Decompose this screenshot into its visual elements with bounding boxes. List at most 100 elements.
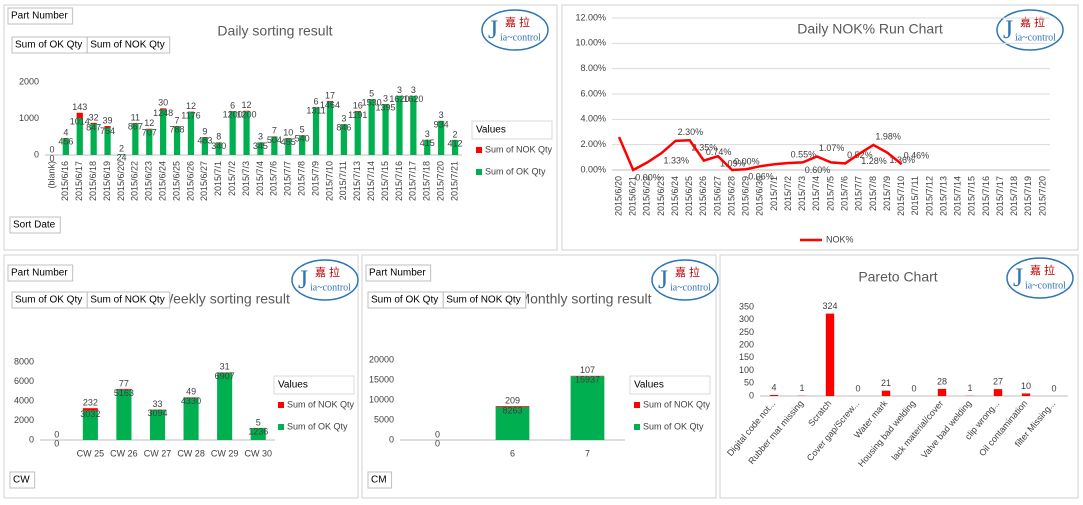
y-tick-label: 6000: [14, 376, 34, 386]
bar-segment: [326, 100, 334, 102]
bar-segment: [495, 406, 530, 440]
legend-title: Values: [476, 125, 506, 136]
bar-segment: [285, 138, 292, 155]
data-label: 0.55%: [791, 149, 817, 159]
data-label: 27: [993, 377, 1003, 387]
field-button-label: Sort Date: [13, 220, 56, 231]
x-tick-label: 2015/6/21: [628, 176, 638, 216]
y-tick-label: 2000: [19, 76, 39, 86]
y-tick-label: 20000: [369, 354, 394, 364]
x-tick-label: 2015/7/16: [394, 161, 404, 201]
x-tick-label: 2015/7/18: [422, 161, 432, 201]
data-label: 0: [435, 429, 440, 439]
data-label: 0: [49, 144, 54, 154]
y-tick-label: 0.00%: [580, 164, 606, 174]
x-tick-label: 2015/6/27: [712, 176, 722, 216]
x-tick-label: 2015/7/5: [825, 176, 835, 211]
bar-segment: [215, 142, 222, 155]
data-label: 3: [383, 93, 388, 103]
legend-label: Sum of NOK Qty: [643, 399, 711, 409]
data-label: 1176: [181, 110, 200, 120]
data-label: 0: [911, 383, 916, 393]
x-tick-label: 2015/6/22: [642, 176, 652, 216]
data-label: 1236: [248, 426, 268, 436]
x-tick-label: 2015/7/20: [1037, 176, 1047, 216]
data-label: 12: [242, 100, 252, 110]
logo-ring: [291, 259, 359, 301]
data-label: 455: [281, 137, 296, 147]
logo-ring: [651, 259, 719, 301]
logo-en: ia~control: [1015, 32, 1056, 43]
data-label: 3032: [80, 409, 100, 419]
x-tick-label: 2015/7/17: [995, 176, 1005, 216]
x-tick-label: 2015/7/4: [255, 161, 265, 196]
x-tick-label: 2015/6/23: [144, 161, 154, 201]
x-tick-label: 2015/7/16: [981, 176, 991, 216]
y-tick-label: 4000: [14, 395, 34, 405]
legend-label: Sum of OK Qty: [287, 421, 348, 431]
bar-segment: [187, 112, 195, 155]
data-label: 4: [63, 128, 68, 138]
y-tick-label: 250: [739, 327, 754, 337]
bar: [993, 389, 1003, 396]
data-label: 0: [435, 438, 440, 448]
bar-segment: [183, 397, 199, 440]
y-tick-label: 2000: [14, 415, 34, 425]
x-tick-label: 2015/7/7: [283, 161, 293, 196]
field-button-label: Sum of OK Qty: [15, 295, 82, 306]
field-button: [7, 7, 74, 25]
x-tick-label: 2015/7/19: [1023, 176, 1033, 216]
legend-label: Sum of NOK Qty: [287, 399, 355, 409]
bar-segment: [76, 117, 83, 155]
data-label: 1014: [70, 116, 90, 126]
x-tick-label: 2015/6/24: [670, 176, 680, 216]
data-label: 6: [314, 96, 319, 106]
field-button-label: CM: [371, 475, 387, 486]
data-label: 4: [771, 382, 776, 392]
y-tick-label: 300: [739, 314, 754, 324]
logo-ring: [996, 9, 1064, 51]
legend-label: NOK%: [826, 234, 854, 244]
legend-swatch: [634, 424, 640, 430]
chart-title: Pareto Chart: [858, 269, 937, 285]
y-tick-label: 100: [739, 365, 754, 375]
data-label: 209: [505, 395, 520, 405]
bar-segment: [299, 135, 306, 155]
bar: [937, 388, 947, 396]
x-tick-label: 2015/6/24: [158, 161, 168, 201]
y-tick-label: 0: [29, 434, 34, 444]
x-tick-label: 2015/7/15: [380, 161, 390, 201]
data-label: 754: [100, 126, 115, 136]
legend-swatch: [634, 402, 640, 408]
data-label: 31: [220, 362, 230, 372]
x-tick-label: 2015/7/3: [241, 161, 251, 196]
logo-en: ia~control: [500, 32, 541, 43]
y-tick-label: 5000: [374, 414, 394, 424]
bar-segment: [396, 95, 403, 155]
data-label: 1.33%: [663, 156, 689, 166]
data-label: 707: [142, 128, 157, 138]
data-label: 30: [158, 98, 168, 108]
data-label: 5163: [114, 388, 134, 398]
field-button: [86, 291, 171, 309]
x-tick-label: 2015/7/4: [811, 176, 821, 211]
field-button-label: Sum of NOK Qty: [90, 295, 164, 306]
data-label: 1: [967, 383, 972, 393]
data-label: 1: [799, 383, 804, 393]
bar-segment: [257, 142, 264, 155]
x-tick-label: 2015/6/26: [698, 176, 708, 216]
legend-title-box: [471, 120, 553, 140]
panel: [719, 254, 1079, 499]
bar: [769, 394, 779, 396]
logo-cn: 嘉 拉: [315, 265, 340, 279]
x-tick-label: CW 25: [77, 448, 105, 458]
x-tick-label: 2015/6/20: [116, 161, 126, 201]
field-button-label: Part Number: [11, 268, 68, 279]
x-tick-label: 2015/6/25: [684, 176, 694, 216]
data-label: 12: [186, 101, 196, 111]
logo-initial: J: [488, 15, 498, 44]
logo-en: ia~control: [670, 282, 711, 293]
data-label: 1248: [153, 108, 173, 118]
bar-segment: [312, 107, 320, 155]
x-tick-label: 2015/6/26: [185, 161, 195, 201]
